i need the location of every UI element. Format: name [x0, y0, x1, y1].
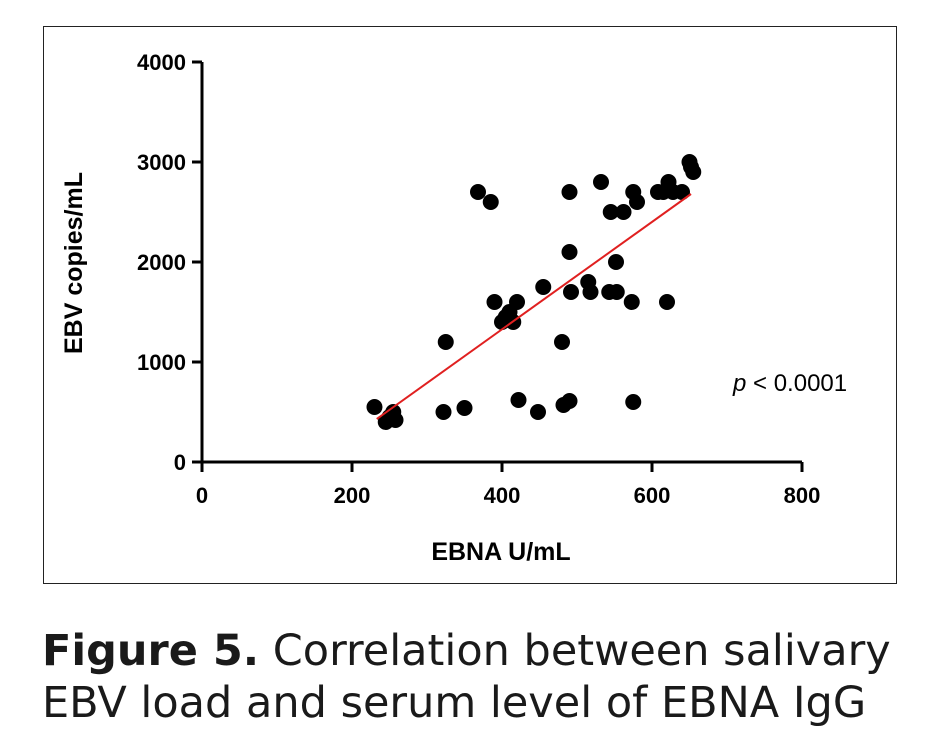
- data-point: [623, 294, 640, 310]
- data-point: [437, 334, 454, 350]
- x-tick-label: 0: [196, 483, 208, 508]
- data-point: [470, 184, 486, 200]
- data-point: [456, 400, 473, 416]
- p-symbol: p: [732, 370, 746, 397]
- data-point: [659, 294, 675, 310]
- data-point: [561, 393, 578, 409]
- data-point: [608, 254, 624, 270]
- y-axis-ticks: 0 1000 2000 3000 4000: [137, 50, 202, 475]
- p-value-text: < 0.0001: [746, 370, 847, 397]
- data-point: [482, 194, 499, 210]
- data-point: [615, 204, 632, 220]
- x-axis-ticks: 0 200 400 600 800: [196, 462, 820, 508]
- data-point: [509, 294, 525, 310]
- p-value-annotation: p < 0.0001: [732, 370, 847, 397]
- data-point: [582, 284, 599, 300]
- figure-label: Figure 5.: [42, 626, 260, 676]
- data-points: [366, 154, 702, 430]
- scatter-chart: 0 1000 2000 3000 4000 0 200 400 600 800 EBV copi…: [60, 50, 847, 566]
- data-point: [608, 284, 625, 300]
- y-tick-label: 3000: [137, 150, 186, 175]
- data-point: [629, 194, 645, 210]
- x-tick-label: 800: [784, 483, 821, 508]
- data-point: [530, 404, 546, 420]
- data-point: [535, 279, 552, 295]
- data-point: [625, 394, 642, 410]
- data-point: [561, 244, 578, 260]
- figure-caption: Figure 5. Correlation between salivary E…: [42, 625, 922, 729]
- y-tick-label: 0: [174, 450, 186, 475]
- data-point: [563, 284, 579, 300]
- x-tick-label: 400: [484, 483, 521, 508]
- y-axis-title: EBV copies/mL: [60, 172, 88, 354]
- data-point: [685, 164, 702, 180]
- x-tick-label: 600: [634, 483, 671, 508]
- data-point: [602, 204, 619, 220]
- data-point: [510, 392, 527, 408]
- data-point: [674, 184, 690, 200]
- regression-line: [376, 193, 692, 420]
- caption-text: Correlation between salivary EBV load an…: [42, 626, 891, 728]
- data-point: [593, 174, 609, 190]
- data-point: [561, 184, 578, 200]
- data-point: [366, 399, 383, 415]
- axes: [200, 62, 802, 464]
- data-point: [486, 294, 503, 310]
- x-axis-title: EBNA U/mL: [431, 538, 570, 566]
- data-point: [387, 412, 404, 428]
- x-tick-label: 200: [334, 483, 371, 508]
- data-point: [435, 404, 452, 420]
- y-tick-label: 2000: [137, 250, 186, 275]
- y-tick-label: 4000: [137, 50, 186, 75]
- y-tick-label: 1000: [137, 350, 186, 375]
- data-point: [554, 334, 570, 350]
- chart-frame: [43, 26, 897, 584]
